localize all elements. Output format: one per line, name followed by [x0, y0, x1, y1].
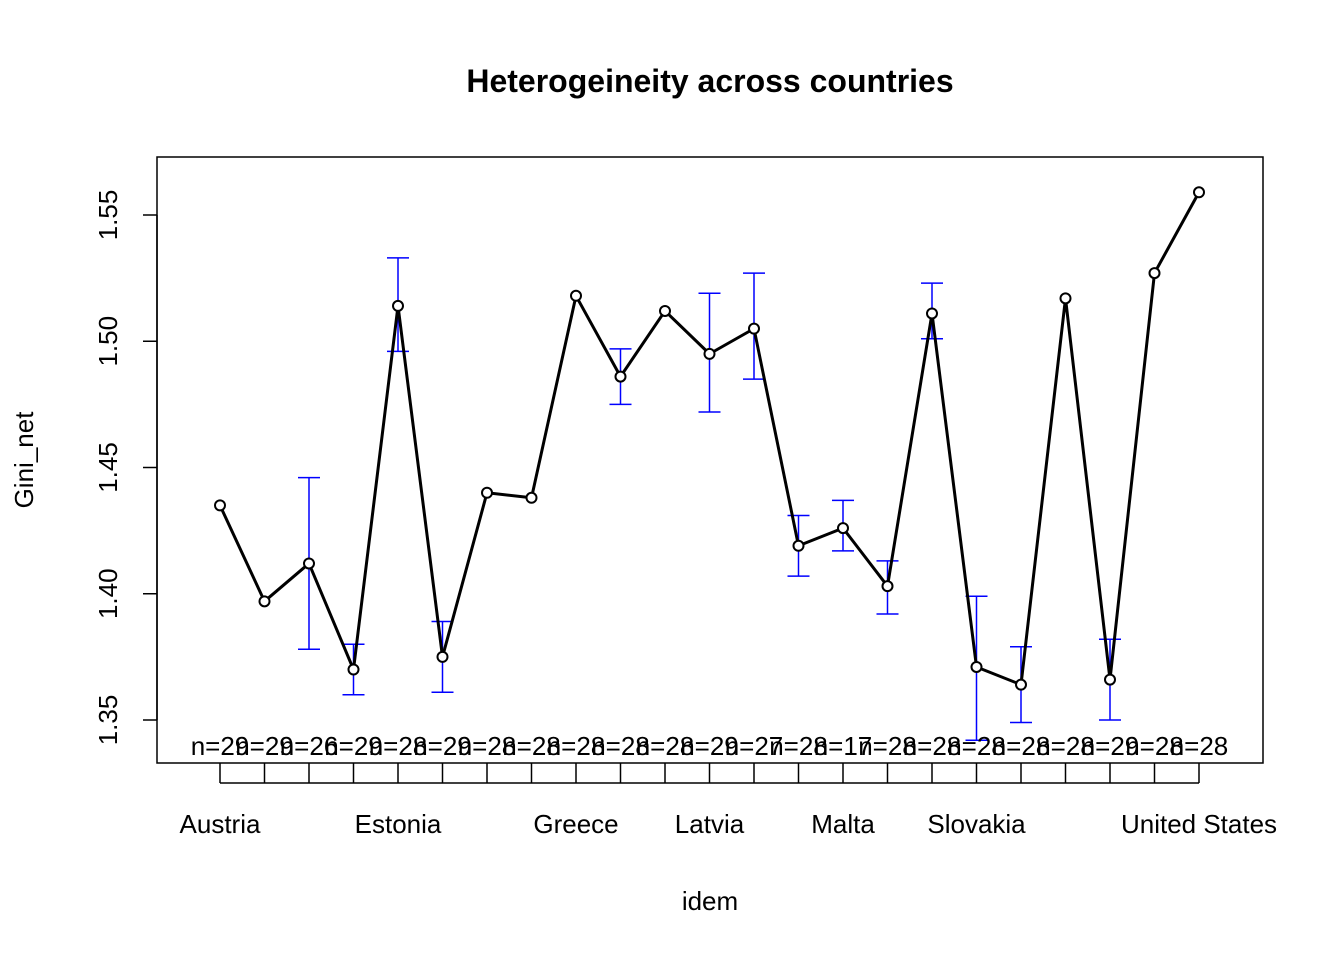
- n-label: n=28: [636, 731, 695, 761]
- data-point: [881, 580, 894, 593]
- x-tick-label: Estonia: [355, 809, 442, 839]
- y-tick-label: 1.50: [93, 316, 123, 367]
- n-label: n=28: [502, 731, 561, 761]
- n-label: n=29: [680, 731, 739, 761]
- x-tick-label: Greece: [533, 809, 618, 839]
- data-point: [481, 486, 493, 499]
- data-point: [926, 307, 938, 320]
- n-label: n=26: [280, 731, 339, 761]
- n-label: n=28: [858, 731, 917, 761]
- n-label: n=28: [458, 731, 517, 761]
- data-point: [970, 660, 983, 673]
- n-label: n=29: [235, 731, 294, 761]
- data-point: [1193, 186, 1205, 199]
- mean-series: [214, 186, 1205, 691]
- n-label: n=28: [591, 731, 650, 761]
- n-label: n=28: [903, 731, 962, 761]
- data-point: [258, 595, 271, 608]
- y-tick-label: 1.45: [93, 442, 123, 493]
- y-tick-label: 1.35: [93, 695, 123, 746]
- data-point: [1059, 292, 1072, 305]
- n-label: n=28: [947, 731, 1006, 761]
- y-tick-label: 1.40: [93, 568, 123, 619]
- data-point: [703, 347, 716, 360]
- x-tick-label: United States: [1121, 809, 1277, 839]
- data-point: [347, 663, 360, 676]
- data-point: [392, 299, 404, 312]
- data-point: [1104, 673, 1116, 686]
- n-label: n=29: [1081, 731, 1140, 761]
- x-tick-label: Austria: [180, 809, 261, 839]
- data-point: [748, 322, 760, 335]
- data-point: [570, 289, 582, 302]
- x-tick-label: Slovakia: [927, 809, 1026, 839]
- n-label: n=29: [413, 731, 472, 761]
- sample-size-labels: n=29n=29n=26n=29n=28n=29n=28n=28n=28n=28…: [191, 731, 1229, 761]
- n-label: n=28: [1125, 731, 1184, 761]
- data-point: [837, 522, 849, 535]
- data-point: [214, 499, 226, 512]
- n-label: n=28: [369, 731, 428, 761]
- data-point: [1148, 267, 1161, 280]
- data-point: [436, 650, 449, 663]
- data-point: [525, 491, 538, 504]
- y-axis-label: Gini_net: [9, 411, 39, 509]
- y-axis: 1.35 1.40 1.45 1.50 1.55: [93, 190, 158, 746]
- data-point: [303, 557, 315, 570]
- series-line: [218, 191, 1201, 687]
- n-label: n=29: [191, 731, 250, 761]
- n-label: n=28: [547, 731, 606, 761]
- n-label: n=28: [992, 731, 1051, 761]
- n-label: n=28: [769, 731, 828, 761]
- y-tick-label: 1.55: [93, 190, 123, 241]
- data-point: [614, 370, 627, 383]
- n-label: n=17: [814, 731, 873, 761]
- x-tick-label: Malta: [811, 809, 875, 839]
- n-label: n=28: [1036, 731, 1095, 761]
- n-label: n=29: [324, 731, 383, 761]
- plot-frame: [156, 156, 1264, 764]
- x-axis: Austria Estonia Greece Latvia Malta Slovakia U…: [180, 763, 1277, 839]
- n-label: n=27: [725, 731, 784, 761]
- n-label: n=28: [1170, 731, 1229, 761]
- x-tick-label: Latvia: [675, 809, 745, 839]
- chart-title: Heterogeineity across countries: [466, 63, 953, 99]
- data-point: [1015, 678, 1027, 691]
- data-point: [792, 539, 805, 552]
- x-axis-label: idem: [682, 886, 738, 916]
- data-point: [659, 304, 671, 317]
